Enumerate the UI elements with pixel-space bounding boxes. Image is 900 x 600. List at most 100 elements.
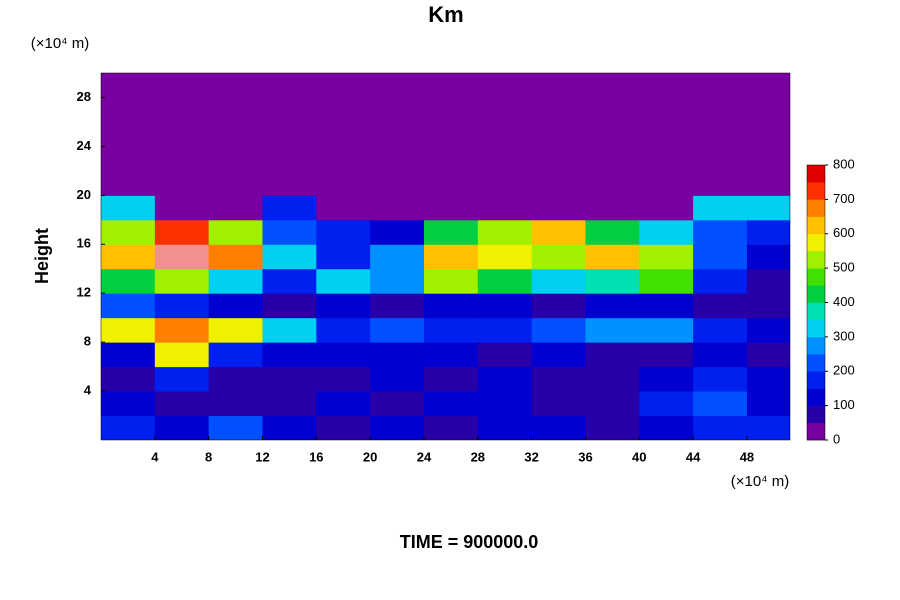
field-cell (316, 146, 371, 172)
field-cell (208, 73, 263, 98)
field-cell (262, 170, 317, 196)
field-cell (370, 244, 425, 270)
field-cell (639, 244, 694, 270)
field-cell (370, 366, 425, 392)
field-cell (639, 121, 694, 147)
field-cell (477, 195, 533, 221)
field-cell (477, 146, 533, 172)
field-cell (262, 73, 317, 98)
field-cell (154, 170, 210, 196)
field-cell (423, 195, 479, 221)
field-cell (101, 366, 156, 392)
field-cell (693, 195, 748, 221)
field-cell (316, 366, 371, 392)
field-cell (316, 244, 371, 270)
field-cell (639, 97, 694, 123)
field-cell (477, 73, 533, 98)
x-tick-label: 12 (255, 449, 269, 464)
field-cell (639, 219, 694, 245)
field-cell (585, 170, 640, 196)
field-cell (531, 268, 586, 294)
field-cell (746, 366, 790, 392)
field-cell (746, 97, 790, 123)
field-cell (316, 170, 371, 196)
field-cell (746, 244, 790, 270)
x-tick-label: 20 (363, 449, 377, 464)
colorbar-tick-label: 200 (833, 363, 855, 378)
field-cell (208, 146, 263, 172)
colorbar-swatch (807, 405, 825, 424)
field-cell (208, 195, 263, 221)
field-cell (423, 170, 479, 196)
field-cell (154, 293, 210, 319)
field-cell (531, 342, 586, 368)
field-cell (531, 391, 586, 417)
field-cell (585, 97, 640, 123)
field-cell (154, 97, 210, 123)
field-cell (746, 415, 790, 440)
field-cell (693, 366, 748, 392)
field-cell (370, 293, 425, 319)
field-cell (746, 317, 790, 343)
field-cell (208, 121, 263, 147)
field-cell (154, 342, 210, 368)
field-cell (262, 195, 317, 221)
field-cell (585, 195, 640, 221)
field-cell (423, 317, 479, 343)
field-cell (316, 73, 371, 98)
field-cell (477, 97, 533, 123)
field-cell (316, 121, 371, 147)
field-cell (585, 73, 640, 98)
field-cell (316, 317, 371, 343)
field-cell (585, 219, 640, 245)
field-cell (531, 415, 586, 440)
field-cell (693, 97, 748, 123)
x-tick-label: 24 (417, 449, 432, 464)
field-cell (262, 415, 317, 440)
colorbar-swatch (807, 388, 825, 406)
field-cell (370, 170, 425, 196)
x-tick-label: 32 (524, 449, 538, 464)
y-tick-label: 28 (77, 89, 91, 104)
colorbar-swatch (807, 354, 825, 372)
field-cell (477, 293, 533, 319)
field-cell (154, 268, 210, 294)
field-cell (208, 219, 263, 245)
field-cell (585, 342, 640, 368)
field-cell (101, 73, 156, 98)
field-cell (746, 219, 790, 245)
field-cell (316, 219, 371, 245)
field-cell (746, 391, 790, 417)
field-cell (101, 219, 156, 245)
field-cell (746, 342, 790, 368)
field-cell (208, 293, 263, 319)
colorbar-swatch (807, 319, 825, 338)
field-cell (208, 268, 263, 294)
field-cell (693, 244, 748, 270)
field-cell (585, 391, 640, 417)
y-tick-label: 20 (77, 187, 91, 202)
field-cell (423, 121, 479, 147)
field-cell (423, 268, 479, 294)
field-cell (154, 73, 210, 98)
colorbar-swatch (807, 250, 825, 269)
x-tick-label: 16 (309, 449, 323, 464)
field-cell (693, 391, 748, 417)
x-tick-label: 40 (632, 449, 646, 464)
y-tick-label: 24 (77, 138, 92, 153)
field-cell (423, 293, 479, 319)
field-cell (639, 293, 694, 319)
y-unit-label: (×10⁴ m) (31, 35, 90, 52)
field-cell (316, 268, 371, 294)
field-cell (423, 97, 479, 123)
field-cell (262, 366, 317, 392)
field-cell (101, 317, 156, 343)
colorbar-swatch (807, 336, 825, 355)
field-cell (316, 391, 371, 417)
y-tick-label: 16 (77, 236, 91, 251)
field-cell (101, 97, 156, 123)
field-cell (101, 146, 156, 172)
colorbar-tick-label: 500 (833, 260, 855, 275)
field-cell (477, 268, 533, 294)
colorbar-tick-label: 300 (833, 328, 855, 343)
